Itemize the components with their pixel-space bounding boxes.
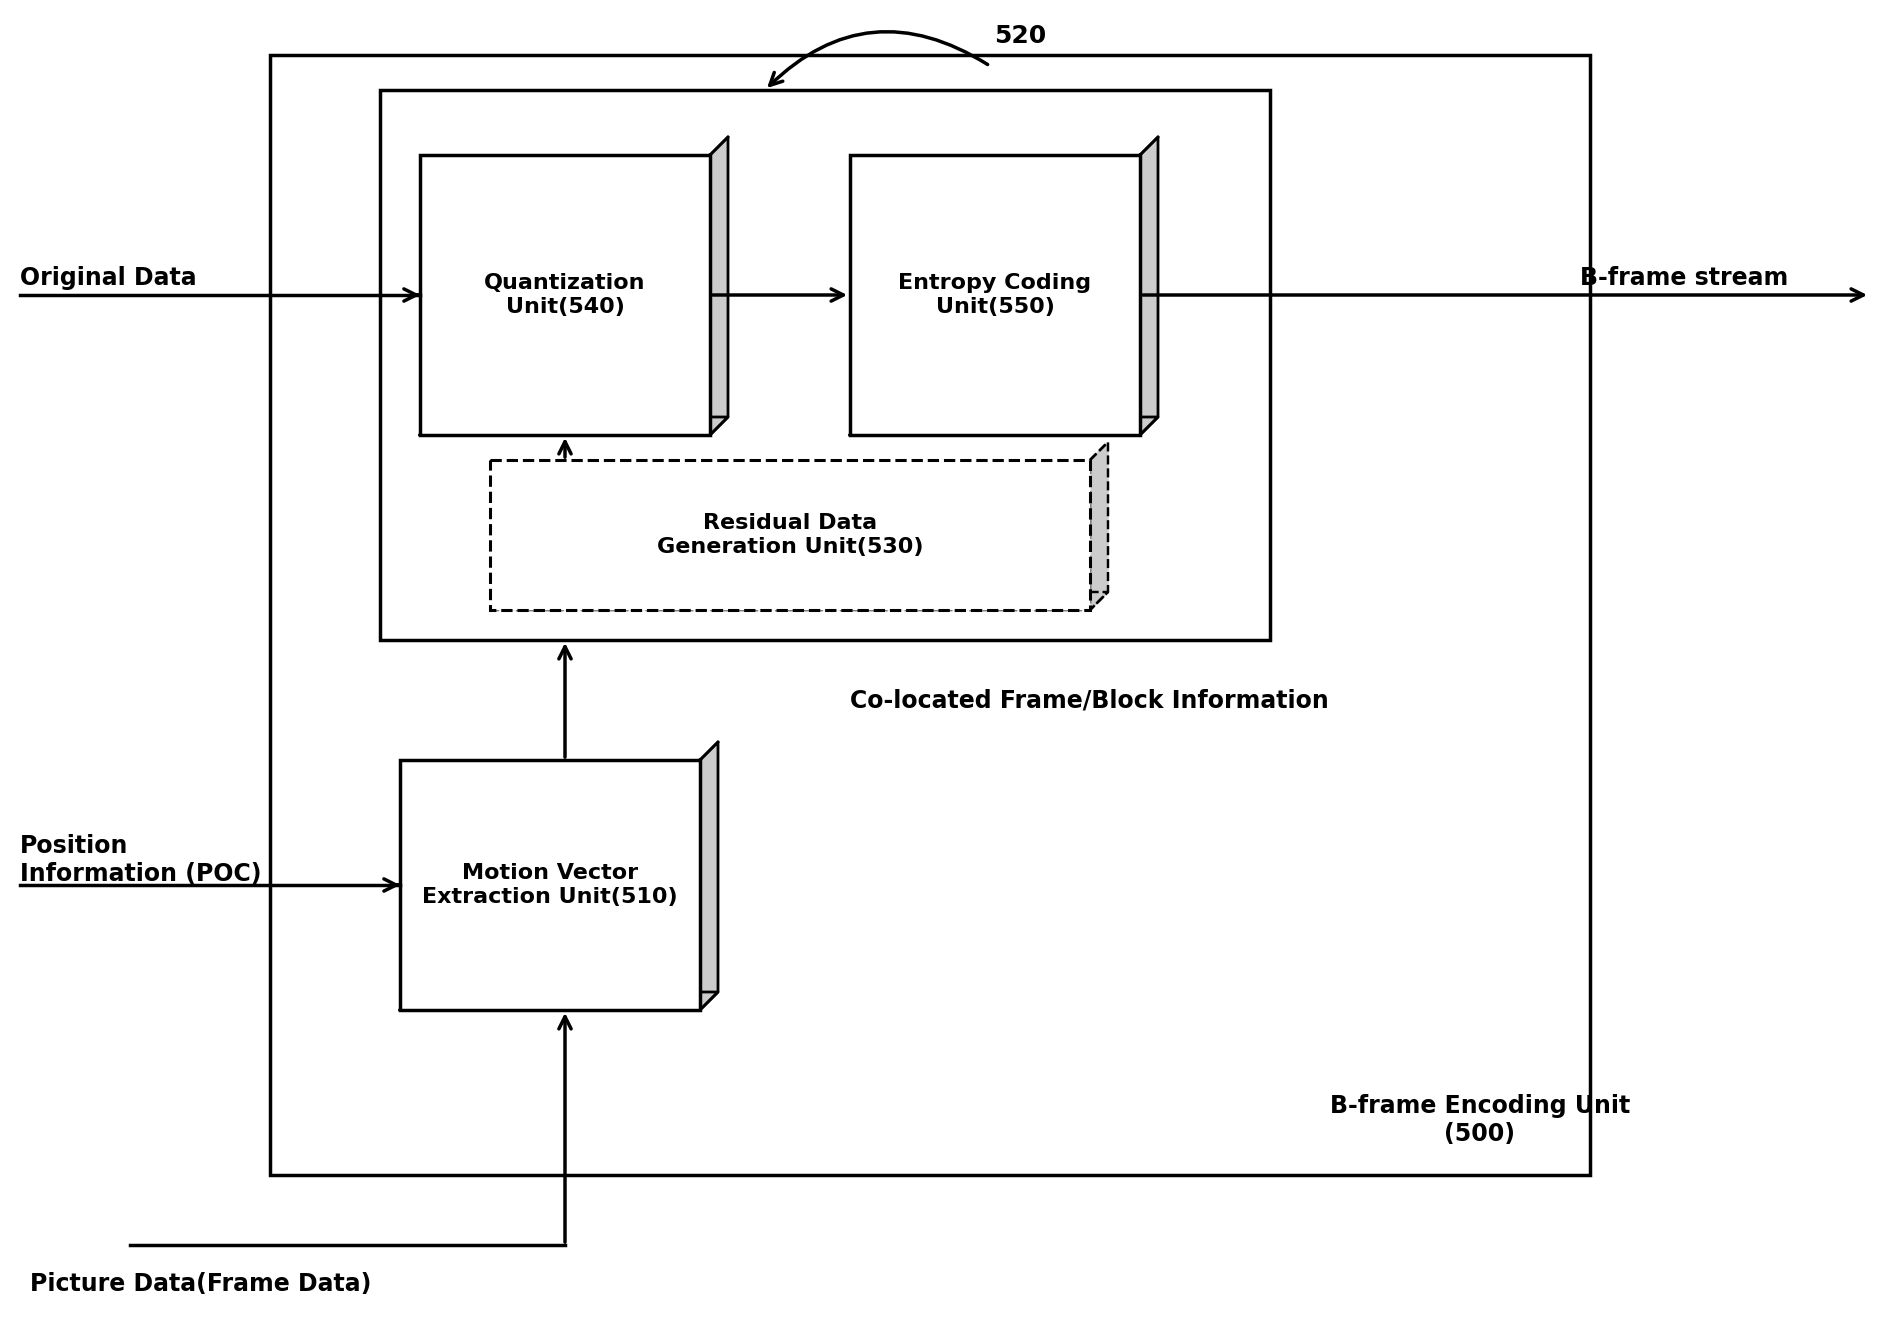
Text: Residual Data
Generation Unit(530): Residual Data Generation Unit(530) bbox=[657, 513, 923, 557]
Polygon shape bbox=[489, 592, 1108, 609]
Text: Motion Vector
Extraction Unit(510): Motion Vector Extraction Unit(510) bbox=[422, 863, 677, 907]
Polygon shape bbox=[851, 416, 1159, 435]
Text: Quantization
Unit(540): Quantization Unit(540) bbox=[483, 274, 645, 316]
Text: Position
Information (POC): Position Information (POC) bbox=[21, 834, 261, 886]
Polygon shape bbox=[400, 992, 717, 1010]
Bar bbox=[400, 760, 700, 1010]
Bar bbox=[851, 155, 1140, 435]
Bar bbox=[270, 56, 1591, 1175]
Polygon shape bbox=[710, 137, 729, 435]
Bar bbox=[489, 460, 1090, 609]
Text: Picture Data(Frame Data): Picture Data(Frame Data) bbox=[30, 1272, 371, 1296]
Text: B-frame Encoding Unit
(500): B-frame Encoding Unit (500) bbox=[1330, 1095, 1631, 1146]
Text: B-frame stream: B-frame stream bbox=[1579, 266, 1789, 290]
Polygon shape bbox=[1090, 442, 1108, 609]
Polygon shape bbox=[421, 416, 729, 435]
Text: Co-located Frame/Block Information: Co-located Frame/Block Information bbox=[851, 687, 1328, 713]
Text: Original Data: Original Data bbox=[21, 266, 196, 290]
Bar bbox=[381, 90, 1269, 640]
Polygon shape bbox=[1140, 137, 1159, 435]
Bar bbox=[421, 155, 710, 435]
Text: Entropy Coding
Unit(550): Entropy Coding Unit(550) bbox=[898, 274, 1092, 316]
Text: 520: 520 bbox=[993, 24, 1047, 48]
Polygon shape bbox=[700, 742, 717, 1010]
